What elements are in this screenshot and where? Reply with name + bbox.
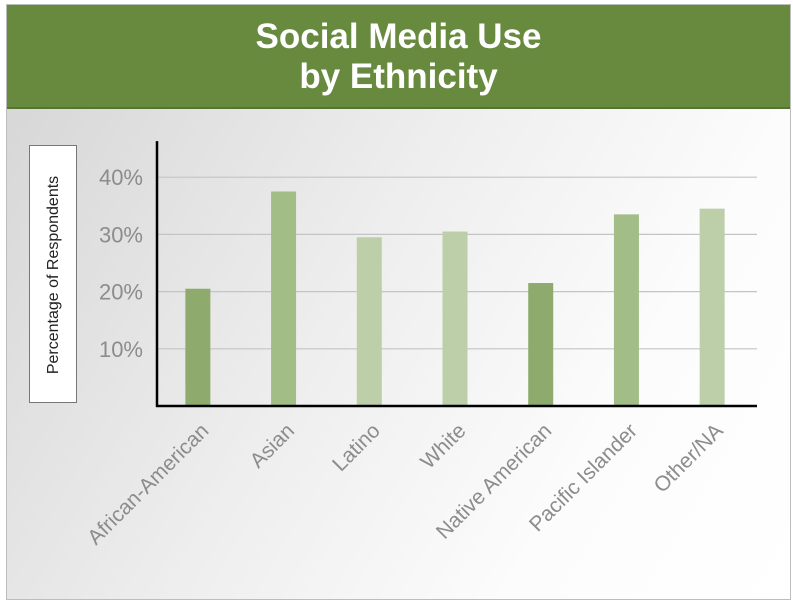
x-category-label: Asian xyxy=(246,419,299,472)
y-axis-label-box: Percentage of Respondents xyxy=(29,145,77,403)
bar xyxy=(356,237,382,406)
title-band: Social Media Use by Ethnicity xyxy=(7,5,790,109)
y-tick-label: 10% xyxy=(99,337,143,362)
bar xyxy=(185,288,211,406)
bar xyxy=(613,214,639,406)
y-tick-label: 20% xyxy=(99,280,143,305)
axes xyxy=(155,141,757,408)
chart-title: Social Media Use by Ethnicity xyxy=(255,17,542,96)
chart-frame: Social Media Use by Ethnicity Percentage… xyxy=(6,4,791,600)
bar xyxy=(699,208,725,406)
y-tick-labels: 10% 20% 30% 40% xyxy=(99,165,143,362)
x-category-label: Other/NA xyxy=(650,419,728,497)
y-tick-label: 30% xyxy=(99,222,143,247)
x-category-label: Latino xyxy=(328,419,385,476)
bars xyxy=(185,191,725,406)
bar xyxy=(528,283,554,406)
y-tick-label: 40% xyxy=(99,165,143,190)
bar-chart: 10% 20% 30% 40% African-American Asian Latino… xyxy=(83,141,757,549)
x-category-label: African-American xyxy=(83,419,213,549)
bar xyxy=(442,231,468,406)
bar xyxy=(271,191,297,406)
x-category-label: White xyxy=(416,419,470,473)
